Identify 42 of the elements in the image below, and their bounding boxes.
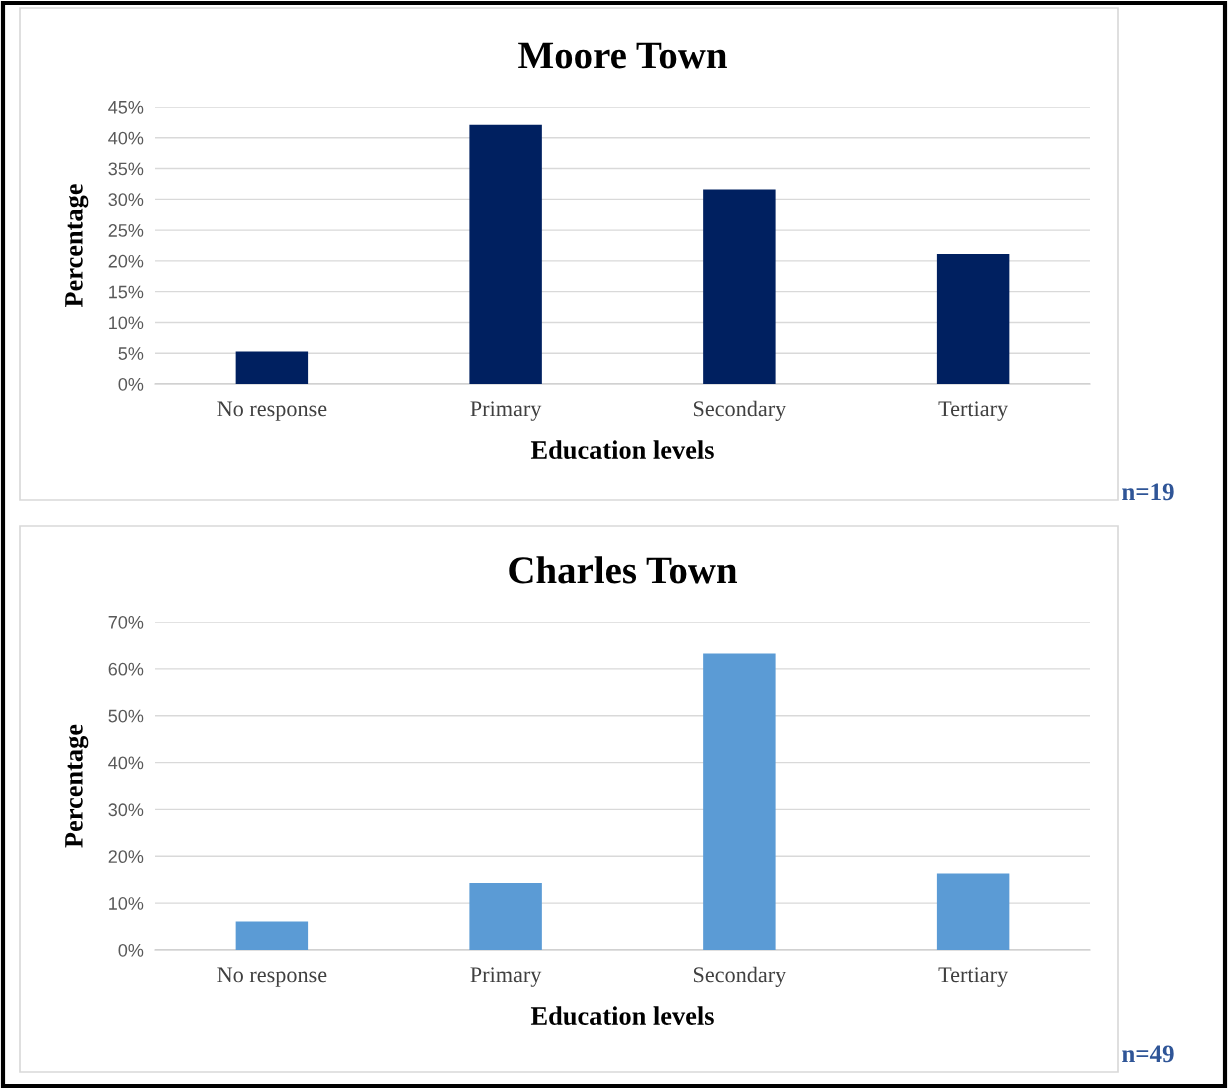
y-tick-label: 5% xyxy=(118,347,144,360)
y-tick-label: 10% xyxy=(109,897,144,910)
bar xyxy=(703,189,776,384)
y-tick-label: 50% xyxy=(108,709,144,723)
y-tick-label: 40% xyxy=(108,131,144,145)
y-tick-label: 30% xyxy=(108,803,144,817)
text: n=49 xyxy=(1122,1045,1174,1063)
bar xyxy=(235,921,309,950)
bar xyxy=(703,653,776,950)
y-tick-label: 10% xyxy=(109,316,144,330)
x-tick-label: No response xyxy=(217,967,327,987)
y-tick-label: 20% xyxy=(108,850,144,864)
y-tick-label: 15% xyxy=(109,285,144,299)
x-tick-label: Primary xyxy=(470,967,542,987)
y-tick-label: 25% xyxy=(108,224,144,237)
chart-title: Moore Town xyxy=(518,42,727,69)
y-tick-label: 40% xyxy=(108,756,144,770)
chart-title: Charles Town xyxy=(509,556,738,584)
y-tick-label: 0% xyxy=(118,377,144,391)
x-tick-label: Tertiary xyxy=(938,967,1009,987)
bar xyxy=(936,873,1010,950)
x-axis-title: Education levels xyxy=(530,1006,714,1025)
y-tick-label: 45% xyxy=(108,101,144,114)
x-tick-label: Secondary xyxy=(693,400,787,421)
y-axis-title: Percentage xyxy=(65,724,89,848)
x-tick-label: Primary xyxy=(470,401,542,421)
x-tick-label: Secondary xyxy=(693,966,787,987)
x-tick-label: Tertiary xyxy=(938,401,1009,421)
bar xyxy=(936,254,1010,384)
y-tick-label: 70% xyxy=(108,615,144,629)
x-tick-label: No response xyxy=(217,401,327,421)
bar xyxy=(235,351,309,384)
y-tick-label: 20% xyxy=(108,254,144,268)
bar xyxy=(469,124,542,384)
y-axis-title: Percentage xyxy=(65,184,89,308)
y-tick-label: 35% xyxy=(108,162,144,176)
x-axis-title: Education levels xyxy=(530,440,714,459)
bar xyxy=(469,882,542,950)
y-tick-label: 30% xyxy=(108,193,144,207)
text: n=19 xyxy=(1122,483,1174,501)
y-tick-label: 60% xyxy=(108,662,144,676)
y-tick-label: 0% xyxy=(118,943,144,957)
